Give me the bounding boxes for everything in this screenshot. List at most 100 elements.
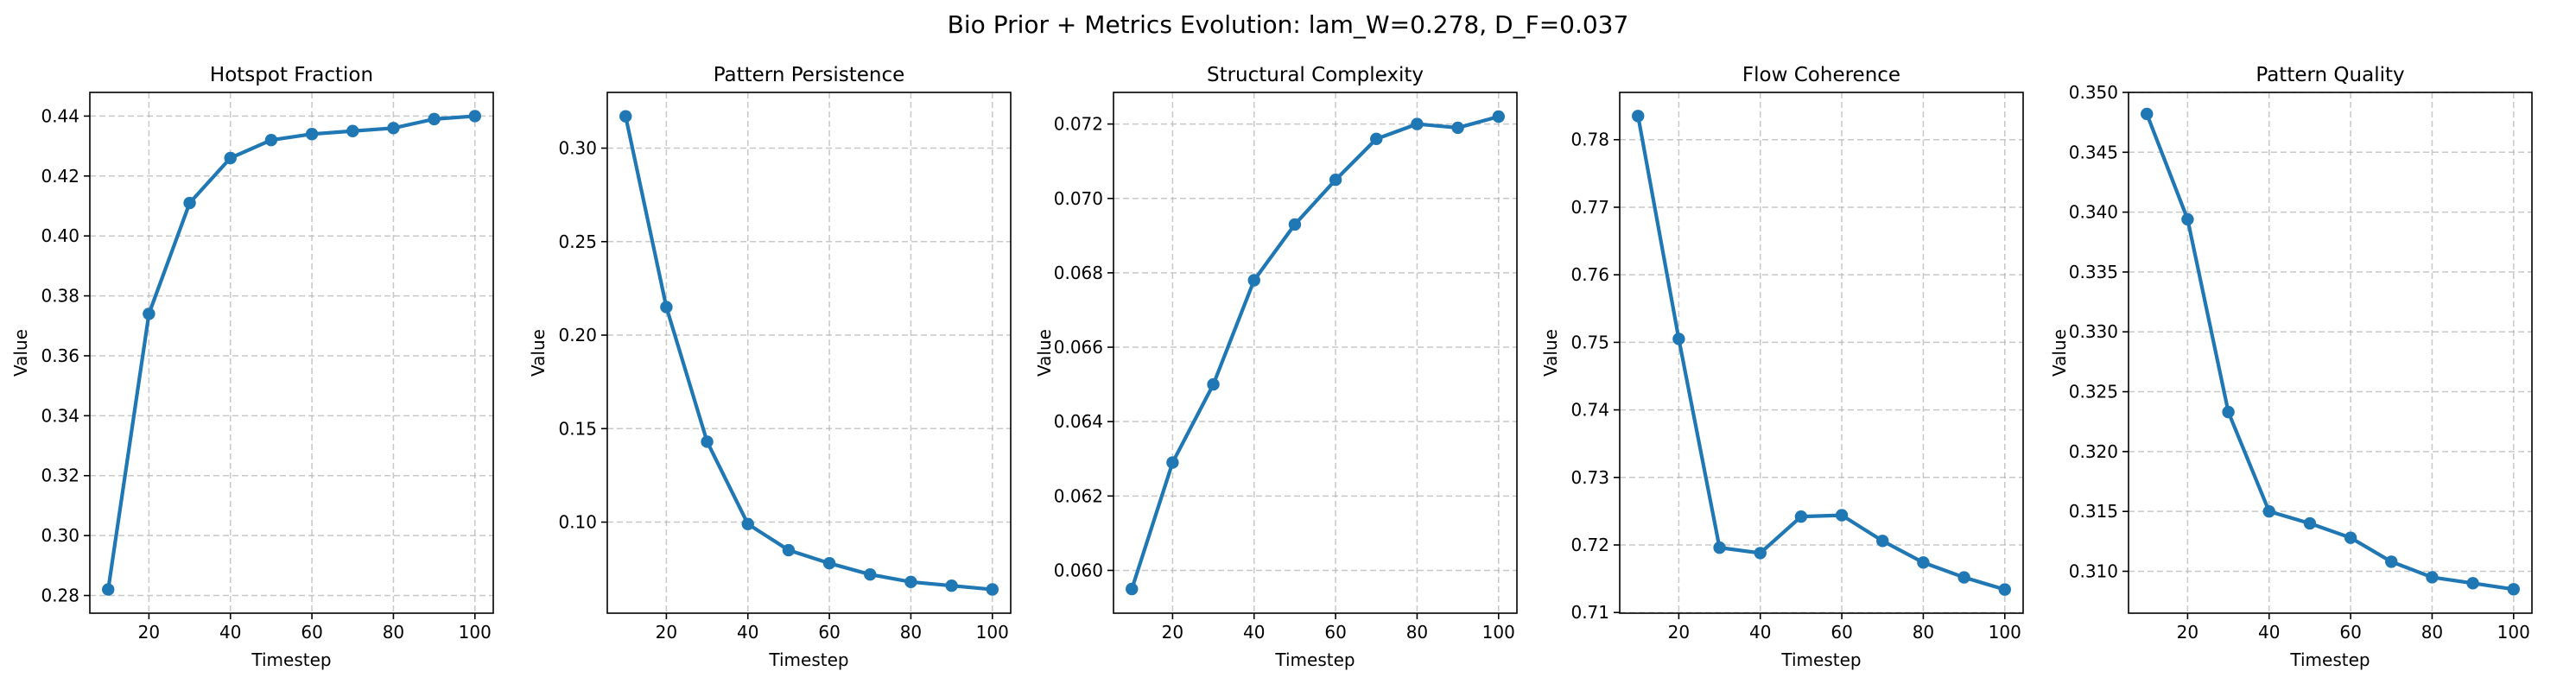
data-point — [1835, 509, 1849, 522]
data-point — [143, 307, 155, 320]
y-axis-label: Value — [1034, 329, 1055, 377]
y-tick-label: 0.10 — [558, 512, 597, 533]
x-tick-label: 20 — [2177, 622, 2198, 643]
subplot-title: Pattern Persistence — [714, 64, 905, 86]
series-line — [106, 114, 477, 592]
data-point — [264, 133, 278, 147]
data-point — [1451, 121, 1464, 135]
y-tick-label: 0.325 — [2069, 382, 2118, 402]
data-point — [387, 122, 400, 135]
data-point — [1754, 547, 1767, 560]
y-tick-label: 0.74 — [1570, 400, 1609, 421]
data-point — [1126, 582, 1139, 596]
y-tick-label: 0.42 — [41, 166, 79, 187]
y-tick-label: 0.72 — [1570, 535, 1609, 555]
subplot-title: Structural Complexity — [1207, 64, 1424, 86]
data-point — [2385, 555, 2398, 568]
subplot-title: Hotspot Fraction — [210, 64, 373, 86]
data-point — [468, 110, 481, 123]
data-point — [660, 301, 673, 314]
data-point — [1288, 218, 1302, 231]
y-tick-label: 0.345 — [2069, 142, 2118, 162]
y-tick-label: 0.36 — [41, 345, 79, 366]
subplot-3: 20 40 60 80 100 0.060 0.062 0.064 0.066 0.068 0.07… — [1034, 64, 1518, 670]
x-tick-label: 100 — [2497, 622, 2530, 643]
x-tick-label: 60 — [1324, 622, 1346, 643]
subplot-title: Pattern Quality — [2256, 64, 2404, 86]
y-tick-label: 0.38 — [41, 286, 79, 307]
data-point — [619, 110, 632, 123]
y-tick-label: 0.068 — [1054, 263, 1103, 283]
y-axis-label: Value — [1540, 329, 1561, 377]
x-tick-label: 20 — [1668, 622, 1690, 643]
data-point — [1632, 110, 1645, 123]
data-point — [1713, 541, 1726, 554]
y-tick-label: 0.350 — [2069, 82, 2118, 103]
y-tick-label: 0.34 — [41, 405, 79, 426]
subplot-panels: 20 40 60 80 100 0.28 0.30 0.32 0.34 0.36 0.38 0.40 0… — [10, 64, 2533, 670]
data-point — [1247, 274, 1260, 287]
series-line — [624, 114, 994, 592]
y-tick-label: 0.44 — [41, 105, 79, 126]
data-point — [2344, 531, 2357, 544]
data-point — [1876, 535, 1889, 548]
data-point — [822, 556, 836, 570]
axes-frame — [1619, 92, 2024, 614]
data-point — [1492, 110, 1505, 124]
x-tick-label: 80 — [1913, 622, 1934, 643]
data-point — [864, 567, 877, 581]
data-point — [1672, 332, 1685, 345]
data-point — [1794, 510, 1808, 523]
y-axis-label: Value — [10, 329, 31, 377]
y-tick-label: 0.77 — [1570, 197, 1609, 218]
data-point — [741, 517, 754, 530]
y-tick-label: 0.064 — [1054, 411, 1103, 432]
x-tick-label: 80 — [383, 622, 404, 643]
x-tick-label: 20 — [656, 622, 677, 643]
x-tick-label: 40 — [737, 622, 758, 643]
x-axis-label: Timestep — [1274, 649, 1355, 670]
data-point — [102, 583, 115, 596]
data-point — [2426, 571, 2439, 584]
data-point — [945, 579, 958, 592]
axes-frame — [2128, 92, 2533, 614]
y-tick-label: 0.76 — [1570, 264, 1609, 285]
data-point — [2181, 212, 2194, 226]
y-tick-label: 0.330 — [2069, 321, 2118, 342]
y-tick-label: 0.062 — [1054, 485, 1103, 506]
y-tick-label: 0.310 — [2069, 560, 2118, 581]
series-line — [1130, 114, 1501, 592]
data-point — [1998, 583, 2011, 596]
y-tick-label: 0.066 — [1054, 337, 1103, 358]
data-point — [2507, 583, 2520, 596]
y-tick-label: 0.060 — [1054, 560, 1103, 580]
x-tick-label: 60 — [818, 622, 840, 643]
series-line — [1636, 114, 2007, 592]
data-point — [2303, 516, 2317, 530]
x-tick-label: 40 — [219, 622, 241, 643]
x-tick-label: 40 — [1243, 622, 1265, 643]
axes-frame — [89, 92, 494, 614]
y-tick-label: 0.30 — [41, 525, 79, 546]
x-tick-label: 100 — [1989, 622, 2021, 643]
data-point — [428, 112, 441, 126]
y-tick-label: 0.28 — [41, 586, 79, 606]
y-tick-label: 0.40 — [41, 225, 79, 246]
x-tick-label: 20 — [1162, 622, 1183, 643]
subplot-2: 20 40 60 80 100 0.10 0.15 0.20 0.25 0.30 Pattern P… — [528, 64, 1012, 670]
x-tick-label: 60 — [301, 622, 322, 643]
subplot-4: 20 40 60 80 100 0.71 0.72 0.73 0.74 0.75 0.76 0.77 0… — [1540, 64, 2024, 670]
x-tick-label: 80 — [2421, 622, 2443, 643]
y-tick-label: 0.20 — [558, 325, 597, 345]
data-point — [1329, 174, 1342, 187]
data-point — [1207, 377, 1220, 391]
data-point — [1957, 571, 1970, 584]
y-axis-label: Value — [2049, 329, 2070, 377]
data-point — [183, 196, 196, 210]
x-tick-label: 80 — [900, 622, 922, 643]
x-tick-label: 60 — [1830, 622, 1852, 643]
data-point — [2141, 107, 2154, 121]
y-tick-label: 0.78 — [1570, 130, 1609, 150]
figure-suptitle: Bio Prior + Metrics Evolution: lam_W=0.2… — [948, 10, 1629, 39]
